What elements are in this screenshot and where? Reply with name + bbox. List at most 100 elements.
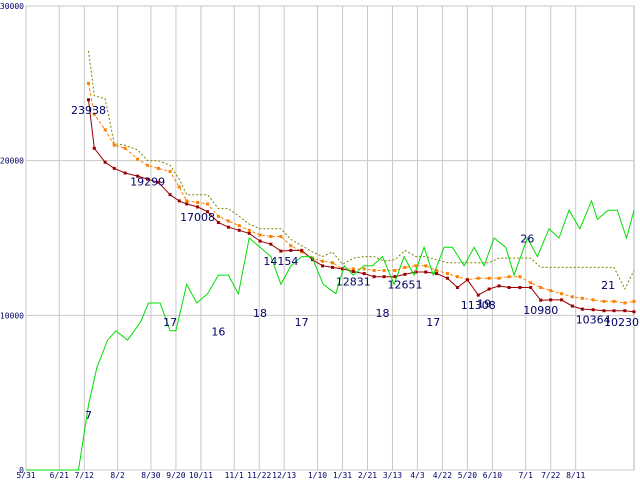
data-point-dashed-middle — [330, 261, 334, 265]
data-point-dashed-middle — [560, 292, 564, 296]
data-point-dashed-middle — [623, 301, 627, 305]
data-point-solid-primary — [362, 272, 366, 276]
data-point-solid-primary — [216, 221, 220, 225]
data-point-solid-primary — [206, 210, 210, 214]
x-tick-label: 12/13 — [272, 471, 296, 480]
data-point-dashed-middle — [112, 143, 116, 147]
data-point-dashed-middle — [123, 146, 127, 150]
data-point-solid-primary — [445, 276, 449, 280]
data-point-solid-primary — [123, 171, 127, 175]
data-point-solid-primary — [382, 275, 386, 279]
x-tick-label: 8/11 — [566, 471, 585, 480]
data-point-solid-primary — [403, 272, 407, 276]
data-point-dashed-middle — [269, 234, 273, 238]
data-point-dashed-middle — [424, 264, 428, 268]
data-label: 10364 — [576, 314, 611, 327]
data-label: 17 — [163, 316, 177, 329]
data-point-dashed-middle — [237, 224, 241, 228]
data-point-dashed-middle — [539, 285, 543, 289]
data-point-solid-primary — [226, 225, 230, 229]
data-point-solid-primary — [507, 285, 511, 289]
data-point-solid-primary — [279, 249, 283, 253]
x-tick-label: 5/20 — [458, 471, 477, 480]
data-point-solid-primary — [237, 228, 241, 232]
data-point-solid-primary — [414, 270, 418, 274]
series-line-dashed-middle — [88, 83, 635, 304]
data-point-solid-primary — [112, 166, 116, 170]
x-tick-label: 3/13 — [383, 471, 402, 480]
x-tick-label: 11/22 — [247, 471, 271, 480]
axis-ticks: 5/31 6/21 7/12 8/2 8/30 9/20 10/11 11/1 11/22 12/… — [0, 2, 586, 480]
data-point-dashed-middle — [372, 268, 376, 272]
data-point-dashed-middle — [476, 276, 480, 280]
data-point-solid-primary — [269, 242, 273, 246]
data-point-dashed-middle — [602, 299, 606, 303]
data-point-solid-primary — [372, 275, 376, 279]
x-tick-label: 2/21 — [358, 471, 377, 480]
data-point-solid-primary — [300, 248, 304, 252]
data-point-solid-primary — [103, 160, 107, 164]
data-point-dashed-middle — [497, 276, 501, 280]
y-tick-label: 10000 — [0, 311, 24, 320]
x-tick-label: 6/10 — [483, 471, 502, 480]
data-point-solid-primary — [136, 174, 140, 178]
data-point-dashed-middle — [136, 157, 140, 161]
data-point-solid-primary — [424, 270, 428, 274]
x-tick-label: 5/31 — [16, 471, 35, 480]
data-point-dashed-middle — [591, 298, 595, 302]
data-point-dashed-middle — [156, 166, 160, 170]
x-tick-label: 7/12 — [75, 471, 94, 480]
data-point-solid-primary — [86, 98, 90, 102]
data-point-dashed-middle — [279, 234, 283, 238]
data-point-solid-primary — [185, 202, 189, 206]
data-point-dashed-middle — [321, 259, 325, 263]
y-tick-label: 30000 — [0, 2, 24, 11]
data-label: 18 — [253, 307, 267, 320]
data-point-dashed-middle — [414, 264, 418, 268]
data-point-solid-primary — [580, 307, 584, 311]
data-point-dashed-middle — [146, 163, 150, 167]
data-point-dashed-middle — [507, 275, 511, 279]
data-point-dashed-middle — [445, 272, 449, 276]
data-label: 23938 — [71, 104, 106, 117]
data-point-dashed-middle — [549, 289, 553, 293]
data-point-dashed-middle — [632, 299, 636, 303]
data-label: 26 — [520, 233, 534, 246]
data-label: 12651 — [387, 278, 422, 291]
data-point-solid-primary — [570, 304, 574, 308]
data-point-dashed-middle — [455, 275, 459, 279]
data-label: 17008 — [180, 211, 215, 224]
data-point-dashed-middle — [570, 295, 574, 299]
data-label: 12831 — [336, 276, 371, 289]
series-group — [26, 50, 636, 471]
data-point-solid-primary — [146, 177, 150, 181]
data-point-dashed-middle — [580, 296, 584, 300]
data-point-dashed-middle — [247, 228, 251, 232]
data-point-solid-primary — [591, 308, 595, 312]
data-point-dashed-middle — [403, 265, 407, 269]
data-label: 16 — [211, 326, 225, 339]
x-tick-label: 4/3 — [410, 471, 425, 480]
data-point-solid-primary — [330, 265, 334, 269]
data-point-solid-primary — [168, 193, 172, 197]
data-label: 21 — [601, 279, 615, 292]
x-tick-label: 1/10 — [308, 471, 327, 480]
data-point-dashed-middle — [196, 200, 200, 204]
data-point-dashed-middle — [92, 112, 96, 116]
x-tick-label: 7/22 — [541, 471, 560, 480]
data-point-dashed-middle — [362, 267, 366, 271]
data-point-dashed-middle — [351, 267, 355, 271]
data-point-solid-primary — [351, 270, 355, 274]
data-point-solid-primary — [602, 309, 606, 313]
data-label: 19 — [477, 298, 491, 311]
data-label: 11308 — [461, 299, 496, 312]
data-label: 10980 — [523, 304, 558, 317]
x-tick-label: 1/31 — [333, 471, 352, 480]
data-point-solid-primary — [539, 298, 543, 302]
data-point-dashed-middle — [518, 275, 522, 279]
data-point-solid-primary — [156, 180, 160, 184]
data-point-dashed-middle — [529, 281, 533, 285]
data-point-solid-primary — [623, 309, 627, 313]
data-point-dashed-middle — [185, 199, 189, 203]
